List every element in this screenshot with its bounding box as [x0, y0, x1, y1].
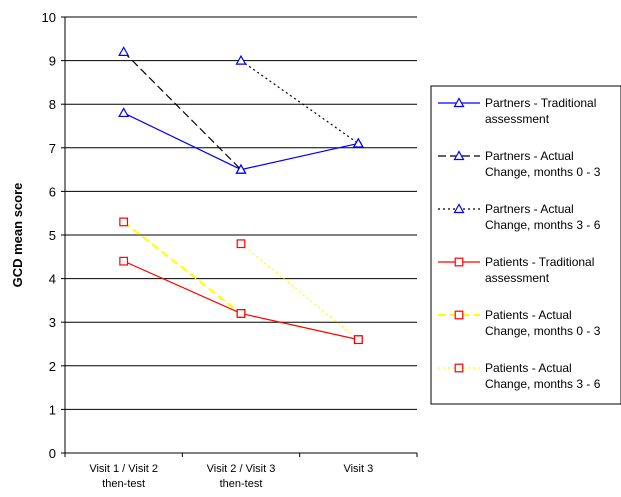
y-tick-label: 1: [49, 402, 56, 417]
legend-entry-line: Change, months 3 - 6: [485, 218, 601, 232]
square-marker: [236, 239, 246, 249]
square-marker: [119, 217, 129, 227]
series-layer: [118, 46, 364, 345]
legend-entry-line: Change, months 0 - 3: [485, 165, 601, 179]
legend-entry-4: Patients - Actual Change, months 0 - 3: [485, 308, 601, 338]
legend-entry-line: Partners - Actual: [485, 149, 574, 163]
y-tick-label: 10: [42, 10, 56, 25]
y-tick-label: 0: [49, 446, 56, 461]
series-line-1: [123, 51, 242, 171]
x-tick-label-line: then-test: [102, 478, 145, 490]
series-line-5: [240, 243, 359, 341]
y-tick-label: 9: [49, 54, 56, 69]
y-tick-label: 5: [49, 228, 56, 243]
x-tick-label: Visit 3: [343, 463, 373, 475]
series-lines: [123, 51, 359, 341]
y-tick-label: 8: [49, 97, 56, 112]
square-marker: [454, 363, 464, 373]
legend-entry-line: Patients - Actual: [485, 361, 572, 375]
series-line-4: [123, 221, 242, 315]
legend-entry-5: Patients - Actual Change, months 3 - 6: [485, 361, 601, 391]
x-tick-label: Visit 2 / Visit 3 then-test: [207, 463, 276, 490]
x-tick-label: Visit 1 / Visit 2 then-test: [89, 463, 158, 490]
axes: [61, 16, 418, 457]
legend-entry-line: assessment: [485, 112, 550, 126]
triangle-marker: [453, 97, 465, 108]
series-line-2: [240, 60, 359, 144]
square-marker: [353, 335, 363, 345]
legend-entry-1: Partners - Actual Change, months 0 - 3: [485, 149, 601, 179]
legend-entry-line: Change, months 0 - 3: [485, 324, 601, 338]
legend-entry-line: Patients - Actual: [485, 308, 572, 322]
square-marker: [454, 257, 464, 267]
triangle-marker: [118, 107, 130, 118]
legend-entry-0: Partners - Traditional assessment: [485, 96, 596, 126]
x-tick-label-line: Visit 2 / Visit 3: [207, 463, 276, 475]
series-markers: [118, 46, 364, 345]
square-marker: [454, 310, 464, 320]
square-marker: [236, 309, 246, 318]
series-line-0: [123, 112, 359, 171]
legend-entry-line: assessment: [485, 271, 550, 285]
legend: Partners - Traditional assessmentPartners…: [430, 85, 621, 405]
x-tick-label-line: Visit 3: [343, 463, 373, 475]
legend-entry-line: Patients - Traditional: [485, 255, 594, 269]
legend-entry-line: Partners - Actual: [485, 202, 574, 216]
series-line-3: [123, 260, 359, 341]
legend-entry-line: Partners - Traditional: [485, 96, 596, 110]
triangle-marker: [453, 203, 465, 214]
x-tick-label-line: then-test: [220, 478, 263, 490]
y-axis-title: GCD mean score: [10, 183, 25, 288]
legend-box: [430, 85, 621, 405]
y-tick-label: 2: [49, 359, 56, 374]
legend-entry-line: Change, months 3 - 6: [485, 377, 601, 391]
square-marker: [119, 256, 129, 266]
legend-entry-3: Patients - Traditional assessment: [485, 255, 594, 285]
y-tick-label: 7: [49, 141, 56, 156]
triangle-marker: [453, 150, 465, 161]
y-tick-label: 3: [49, 315, 56, 330]
triangle-marker: [352, 137, 364, 148]
gridlines: [65, 16, 417, 410]
y-tick-label: 6: [49, 184, 56, 199]
legend-entry-2: Partners - Actual Change, months 3 - 6: [485, 202, 601, 232]
x-tick-label-line: Visit 1 / Visit 2: [89, 463, 158, 475]
y-tick-label: 4: [49, 272, 56, 287]
triangle-marker: [235, 163, 247, 174]
triangle-marker: [235, 54, 247, 65]
triangle-marker: [118, 46, 130, 56]
